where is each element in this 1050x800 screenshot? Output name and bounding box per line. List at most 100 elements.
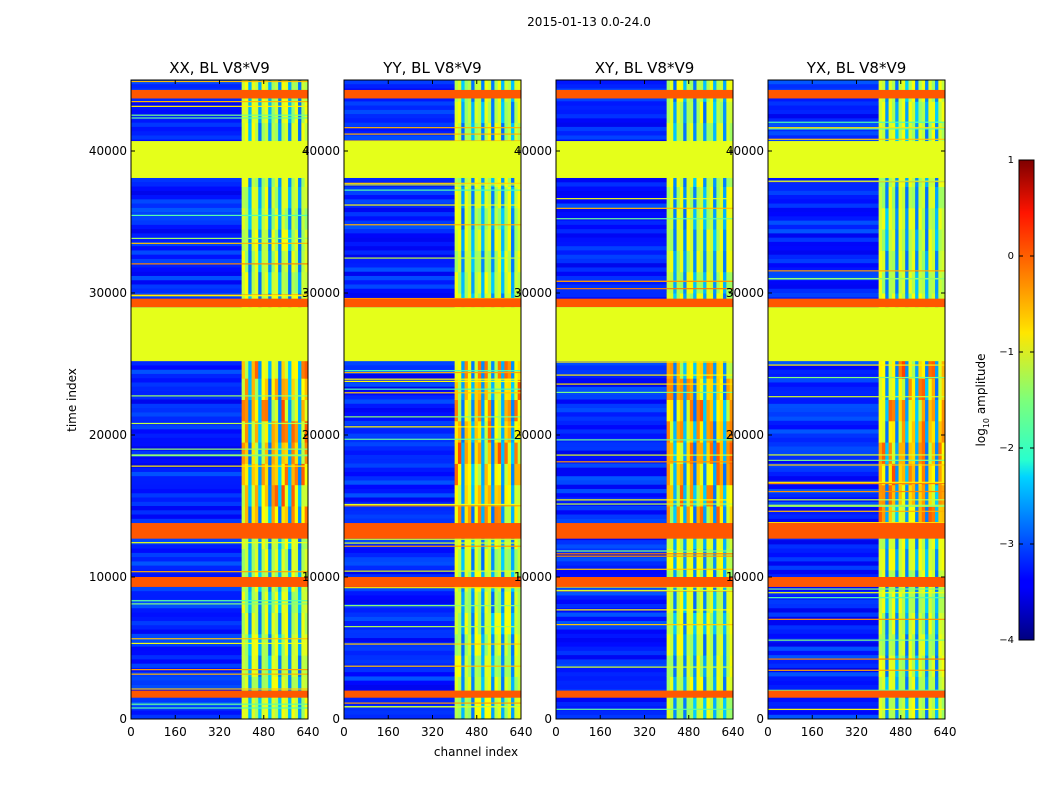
heatmap-cell (301, 591, 306, 613)
heatmap-cell (679, 101, 684, 124)
y-tick-label: 40000 (514, 144, 552, 158)
heatmap-cell (723, 229, 727, 251)
heatmap-cell (768, 382, 879, 387)
heatmap-cell (676, 271, 681, 294)
heatmap-cell (666, 655, 671, 677)
heatmap-cell (344, 199, 455, 204)
heatmap-cell (928, 484, 933, 507)
heatmap-cell (477, 463, 482, 486)
heatmap-cell (501, 399, 505, 422)
heatmap-cell (251, 676, 256, 699)
heatmap-cell (556, 684, 667, 690)
heatmap-cell (258, 463, 263, 486)
heatmap-cell (504, 548, 509, 571)
heatmap-cell (251, 463, 256, 486)
heatmap-cell (344, 701, 455, 707)
heatmap-cell (497, 250, 502, 273)
heatmap-cell (925, 506, 929, 528)
heatmap-cell (241, 591, 246, 613)
heatmap-cell (556, 514, 667, 519)
heatmap-cell (344, 203, 455, 208)
heatmap-cell (271, 697, 276, 719)
heatmap-cell (669, 399, 674, 422)
heatmap-cell (241, 655, 246, 677)
heatmap-cell (928, 548, 933, 571)
heatmap-line (768, 639, 945, 641)
heatmap-cell (921, 442, 926, 464)
heatmap-cell (344, 659, 455, 664)
heatmap-cell (895, 122, 900, 145)
heatmap-cell (686, 122, 691, 145)
heatmap-cell (241, 697, 246, 719)
heatmap-cell (768, 361, 879, 366)
high-band (768, 89, 945, 99)
heatmap-cell (344, 263, 455, 268)
heatmap-cell (898, 207, 903, 230)
heatmap-line (131, 673, 308, 675)
heatmap-cell (895, 399, 900, 422)
heatmap-cell (131, 621, 242, 626)
heatmap-cell (244, 356, 249, 379)
heatmap-cell (918, 506, 923, 528)
heatmap-cell (689, 676, 694, 699)
heatmap-cell (344, 258, 455, 264)
heatmap-cell (497, 207, 502, 230)
heatmap-cell (679, 271, 684, 294)
heatmap-cell (344, 676, 455, 681)
heatmap-cell (556, 642, 667, 647)
heatmap-cell (271, 250, 276, 273)
high-band (556, 690, 733, 698)
heatmap-cell (288, 442, 292, 464)
heatmap-cell (131, 373, 242, 379)
heatmap-cell (254, 655, 259, 677)
heatmap-cell (344, 373, 455, 379)
heatmap-cell (908, 101, 913, 124)
heatmap-cell (254, 442, 259, 464)
heatmap-cell (131, 561, 242, 566)
heatmap-cell (928, 676, 933, 699)
heatmap-cell (481, 250, 485, 273)
heatmap-cell (673, 399, 678, 422)
heatmap-cell (768, 501, 879, 506)
heatmap-cell (931, 484, 936, 507)
heatmap-cell (888, 697, 893, 719)
heatmap-cell (768, 395, 879, 400)
heatmap-cell (241, 207, 246, 230)
heatmap-cell (696, 420, 701, 443)
heatmap-cell (344, 207, 455, 213)
heatmap-cell (284, 101, 289, 124)
heatmap-cell (938, 420, 943, 443)
heatmap-cell (895, 506, 900, 528)
heatmap-cell (514, 399, 519, 422)
heatmap-line (556, 374, 733, 376)
heatmap-cell (491, 399, 495, 422)
heatmap-cell (768, 650, 879, 656)
heatmap-cell (131, 203, 242, 208)
heatmap-cell (288, 122, 292, 145)
heatmap-cell (679, 655, 684, 677)
heatmap-cell (676, 420, 681, 443)
heatmap-cell (131, 633, 242, 639)
heatmap-cell (888, 186, 893, 209)
heatmap-cell (284, 612, 289, 635)
heatmap-cell (941, 207, 945, 230)
heatmap-cell (921, 250, 926, 273)
heatmap-cell (768, 471, 879, 477)
heatmap-cell (507, 548, 512, 571)
heatmap-cell (244, 271, 249, 294)
heatmap-cell (918, 633, 923, 656)
heatmap-line (344, 426, 521, 428)
heatmap-cell (494, 207, 499, 230)
heatmap-cell (676, 697, 681, 719)
heatmap-cell (699, 612, 704, 635)
heatmap-cell (131, 250, 242, 255)
heatmap-cell (291, 207, 296, 230)
heatmap-cell (517, 548, 521, 571)
heatmap-cell (344, 480, 455, 485)
heatmap-cell (258, 186, 263, 209)
heatmap-line (556, 503, 733, 505)
heatmap-cell (291, 697, 296, 719)
heatmap-cell (494, 506, 499, 528)
heatmap-cell (464, 420, 469, 443)
heatmap-cell (706, 250, 711, 273)
